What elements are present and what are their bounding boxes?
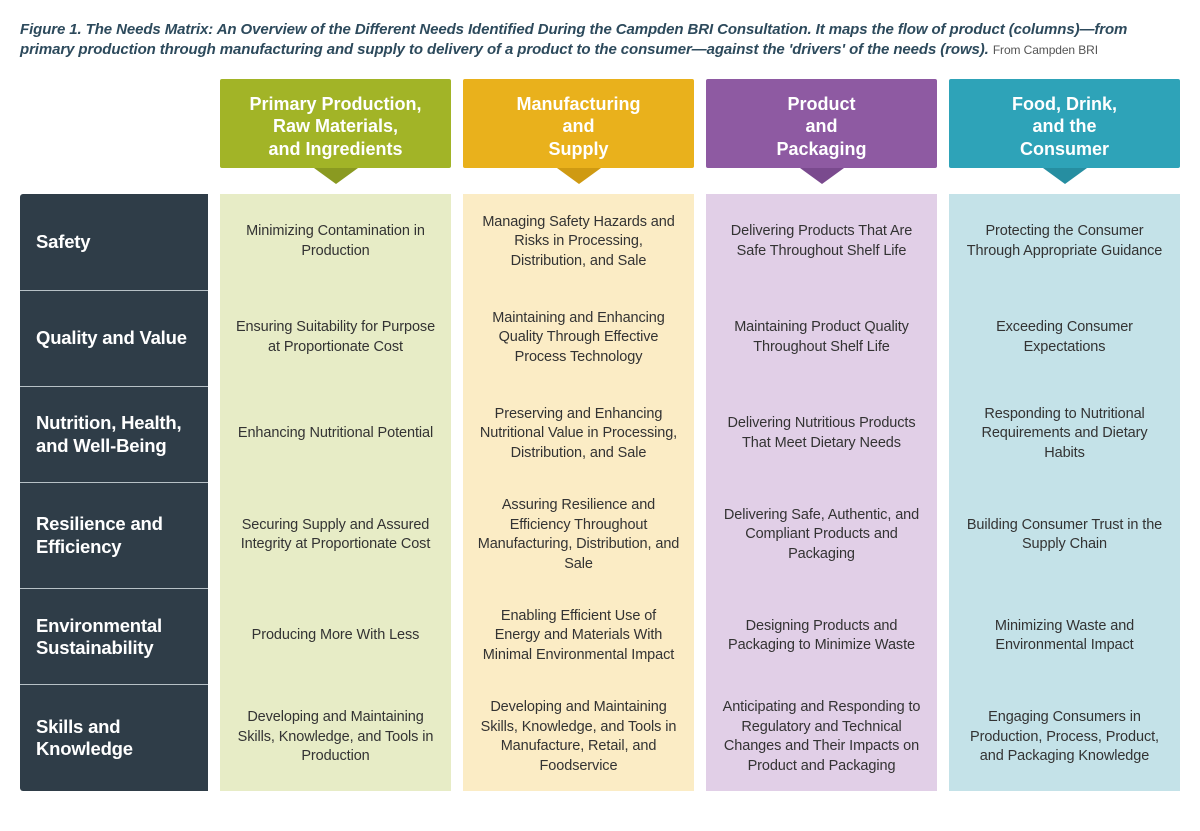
matrix-cell: Designing Products and Packaging to Mini…	[706, 588, 937, 684]
column-header-label: Food, Drink, and the Consumer	[1012, 94, 1117, 159]
column-header: Primary Production, Raw Materials, and I…	[220, 79, 451, 169]
matrix-cell: Responding to Nutritional Requirements a…	[949, 386, 1180, 482]
matrix-cell: Engaging Consumers in Production, Proces…	[949, 684, 1180, 790]
matrix-cell: Exceeding Consumer Expectations	[949, 290, 1180, 386]
figure-caption: Figure 1. The Needs Matrix: An Overview …	[20, 20, 1180, 61]
matrix-cell: Ensuring Suitability for Purpose at Prop…	[220, 290, 451, 386]
row-label: Safety	[20, 194, 208, 290]
column-header: Manufacturing and Supply	[463, 79, 694, 169]
column-header: Product and Packaging	[706, 79, 937, 169]
chevron-down-icon	[314, 168, 358, 184]
column-header: Food, Drink, and the Consumer	[949, 79, 1180, 169]
column-header-label: Product and Packaging	[776, 94, 866, 159]
row-label: Resilience and Efficiency	[20, 482, 208, 588]
row-label: Skills and Knowledge	[20, 684, 208, 790]
matrix-cell: Securing Supply and Assured Integrity at…	[220, 482, 451, 588]
column-header-label: Primary Production, Raw Materials, and I…	[249, 94, 421, 159]
matrix-cell: Delivering Nutritious Products That Meet…	[706, 386, 937, 482]
blank-corner	[20, 79, 208, 195]
matrix-cell: Minimizing Waste and Environmental Impac…	[949, 588, 1180, 684]
row-label: Environmental Sustainability	[20, 588, 208, 684]
matrix-cell: Building Consumer Trust in the Supply Ch…	[949, 482, 1180, 588]
matrix-cell: Protecting the Consumer Through Appropri…	[949, 194, 1180, 290]
column-header-label: Manufacturing and Supply	[517, 94, 641, 159]
matrix-cell: Assuring Resilience and Efficiency Throu…	[463, 482, 694, 588]
matrix-cell: Managing Safety Hazards and Risks in Pro…	[463, 194, 694, 290]
row-label: Nutrition, Health, and Well-Being	[20, 386, 208, 482]
chevron-down-icon	[800, 168, 844, 184]
matrix-cell: Anticipating and Responding to Regulator…	[706, 684, 937, 790]
matrix-cell: Developing and Maintaining Skills, Knowl…	[220, 684, 451, 790]
matrix-cell: Enhancing Nutritional Potential	[220, 386, 451, 482]
matrix-cell: Developing and Maintaining Skills, Knowl…	[463, 684, 694, 790]
caption-source: From Campden BRI	[993, 43, 1098, 57]
matrix-cell: Maintaining Product Quality Throughout S…	[706, 290, 937, 386]
matrix-cell: Maintaining and Enhancing Quality Throug…	[463, 290, 694, 386]
matrix-cell: Producing More With Less	[220, 588, 451, 684]
chevron-down-icon	[1043, 168, 1087, 184]
row-label: Quality and Value	[20, 290, 208, 386]
matrix-cell: Delivering Products That Are Safe Throug…	[706, 194, 937, 290]
matrix-cell: Enabling Efficient Use of Energy and Mat…	[463, 588, 694, 684]
matrix-cell: Preserving and Enhancing Nutritional Val…	[463, 386, 694, 482]
matrix-cell: Delivering Safe, Authentic, and Complian…	[706, 482, 937, 588]
needs-matrix: Primary Production, Raw Materials, and I…	[20, 79, 1180, 791]
caption-main: Figure 1. The Needs Matrix: An Overview …	[20, 21, 1127, 58]
matrix-cell: Minimizing Contamination in Production	[220, 194, 451, 290]
chevron-down-icon	[557, 168, 601, 184]
